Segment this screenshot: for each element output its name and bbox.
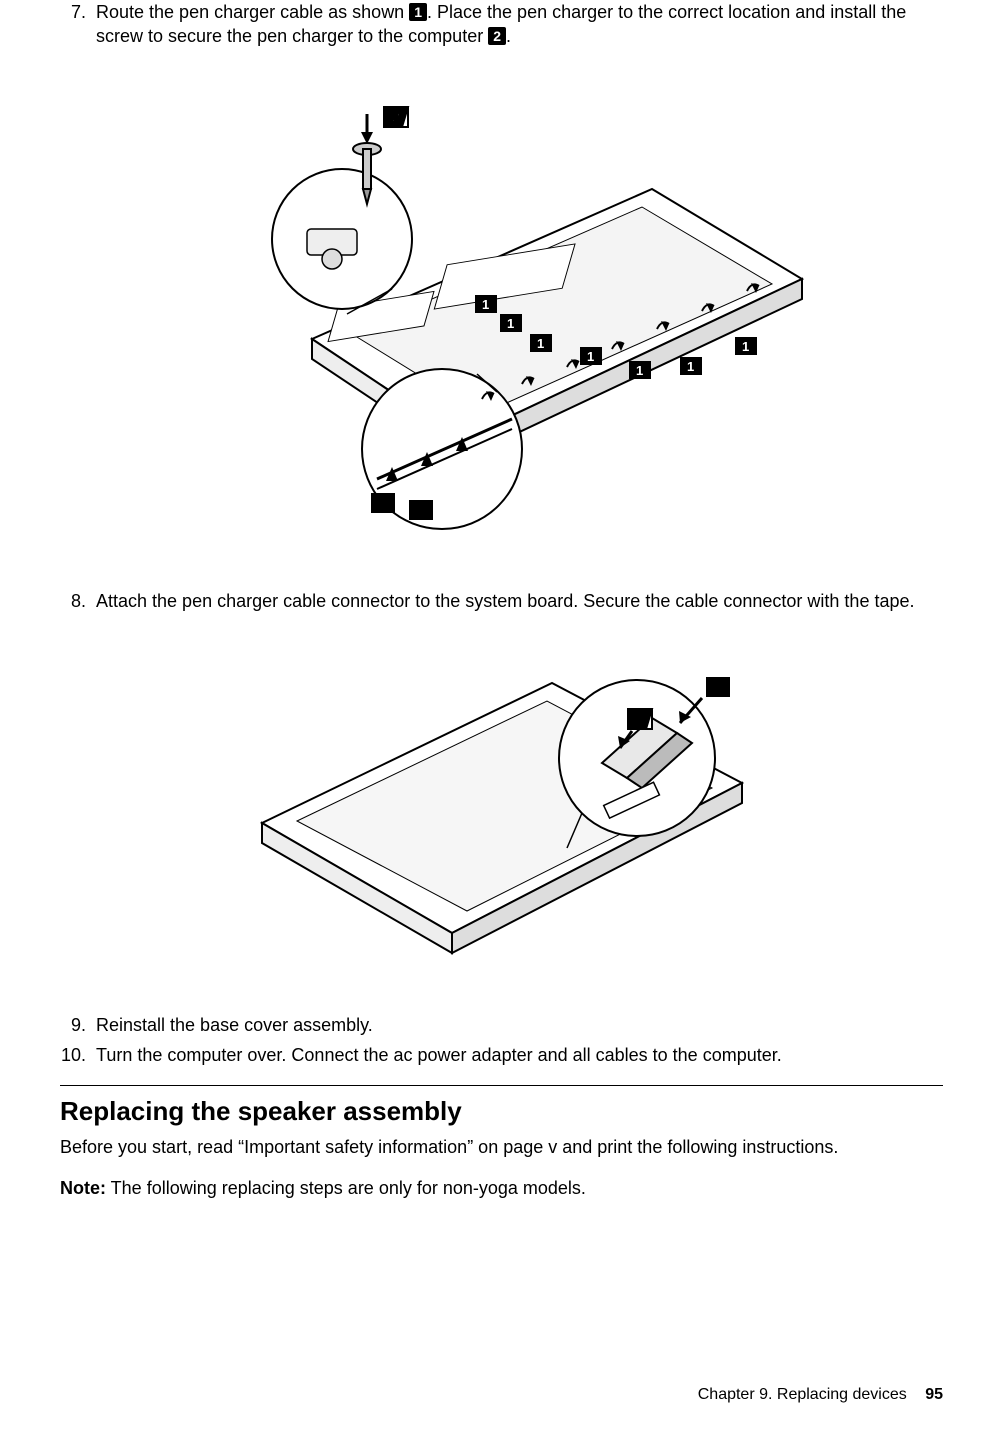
step-7: 7. Route the pen charger cable as shown … (60, 0, 943, 49)
step-9: 9. Reinstall the base cover assembly. (60, 1013, 943, 1037)
step-number: 8. (60, 589, 96, 613)
section-intro: Before you start, read “Important safety… (60, 1135, 943, 1159)
svg-text:1: 1 (742, 339, 749, 354)
svg-text:1: 1 (379, 496, 386, 511)
page-footer: Chapter 9. Replacing devices 95 (698, 1386, 943, 1404)
svg-text:1: 1 (507, 316, 514, 331)
svg-text:1: 1 (714, 680, 721, 695)
step-10: 10. Turn the computer over. Connect the … (60, 1043, 943, 1067)
callout-badge-1: 1 (409, 3, 427, 21)
section-divider (60, 1085, 943, 1086)
step-text: Route the pen charger cable as shown 1. … (96, 0, 943, 49)
footer-page-number: 95 (925, 1386, 943, 1403)
diagram-illustration-icon: 1 2 (232, 653, 772, 963)
section-title: Replacing the speaker assembly (60, 1096, 943, 1127)
svg-text:2: 2 (392, 109, 400, 126)
step-text: Reinstall the base cover assembly. (96, 1013, 943, 1037)
footer-chapter: Chapter 9. Replacing devices (698, 1386, 907, 1403)
step-number: 10. (60, 1043, 96, 1067)
step-text-part: . (506, 26, 511, 46)
svg-text:1: 1 (587, 349, 594, 364)
step-number: 7. (60, 0, 96, 49)
figure-cable-connector: 1 2 (60, 653, 943, 963)
step-8: 8. Attach the pen charger cable connecto… (60, 589, 943, 613)
step-text-part: Route the pen charger cable as shown (96, 2, 409, 22)
note-label: Note: (60, 1178, 106, 1198)
step-text: Turn the computer over. Connect the ac p… (96, 1043, 943, 1067)
svg-text:1: 1 (636, 363, 643, 378)
svg-text:1: 1 (537, 336, 544, 351)
svg-text:2: 2 (635, 711, 643, 727)
step-text: Attach the pen charger cable connector t… (96, 589, 943, 613)
note-text: The following replacing steps are only f… (106, 1178, 586, 1198)
svg-text:1: 1 (417, 503, 424, 518)
svg-text:1: 1 (482, 297, 489, 312)
step-list: 7. Route the pen charger cable as shown … (60, 0, 943, 1067)
section-note: Note: The following replacing steps are … (60, 1176, 943, 1200)
callout-badge-2: 2 (488, 27, 506, 45)
svg-text:1: 1 (687, 359, 694, 374)
figure-pen-charger-routing: 2 (60, 89, 943, 539)
diagram-illustration-icon: 2 (182, 89, 822, 539)
step-number: 9. (60, 1013, 96, 1037)
